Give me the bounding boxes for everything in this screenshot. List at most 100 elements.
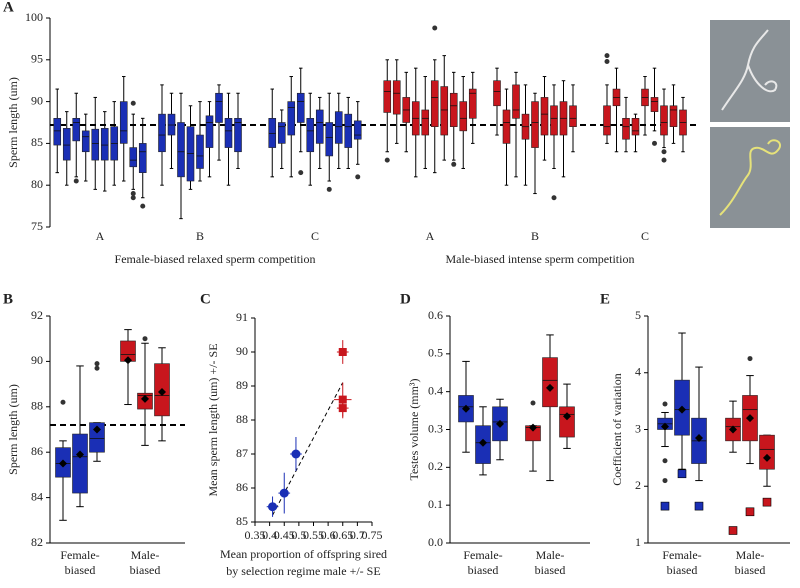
- mean-marker: [746, 414, 754, 423]
- outlier: [652, 140, 657, 146]
- mean-marker: [496, 419, 504, 428]
- y-tick-label: 5: [635, 308, 641, 322]
- x-tick-label: biased: [735, 563, 766, 577]
- micrographs: [710, 20, 790, 228]
- x-tick-label: 0.45: [274, 528, 295, 542]
- x-tick-label: 0.6: [321, 528, 336, 542]
- mean-marker: [563, 412, 571, 421]
- box: [669, 105, 678, 127]
- mean-marker: [661, 422, 669, 431]
- panel-label: B: [3, 291, 13, 307]
- outlier: [140, 203, 146, 209]
- box: [383, 80, 392, 113]
- outlier: [298, 170, 304, 176]
- y-tick-label: 2: [635, 478, 641, 492]
- group-label: A: [96, 229, 105, 243]
- point: [338, 404, 347, 413]
- box: [559, 406, 575, 438]
- box: [759, 434, 775, 470]
- y-tick-label: 0.1: [428, 497, 443, 511]
- outlier: [661, 157, 667, 163]
- panel-label: D: [400, 291, 411, 307]
- outlier: [355, 174, 361, 180]
- box: [91, 128, 100, 161]
- y-tick-label: 100: [25, 10, 43, 24]
- y-tick-label: 88: [236, 412, 248, 426]
- y-tick-label: 0.0: [428, 535, 443, 549]
- box: [72, 433, 88, 494]
- x-tick-label: biased: [667, 563, 698, 577]
- panel-label: C: [200, 291, 211, 307]
- outlier: [604, 58, 610, 64]
- box: [53, 118, 62, 146]
- box: [569, 105, 577, 127]
- box: [315, 109, 324, 144]
- box: [138, 143, 147, 173]
- box: [287, 101, 296, 136]
- box: [550, 105, 558, 136]
- box: [100, 128, 109, 161]
- panel-label: A: [3, 0, 14, 15]
- x-tick-label: 0.65: [332, 528, 353, 542]
- mean-marker: [124, 356, 132, 365]
- x-tick-label: Male-: [736, 548, 765, 562]
- y-axis-label: Sperm length (um): [6, 384, 20, 475]
- box: [177, 122, 185, 178]
- y-tick-label: 86: [236, 480, 248, 494]
- box: [81, 130, 90, 153]
- outlier: [384, 157, 390, 163]
- outlier: [662, 401, 668, 407]
- x-tick-label: Female-: [60, 548, 99, 562]
- box: [542, 357, 558, 408]
- y-tick-label: 88: [31, 399, 43, 413]
- sperm-image: [721, 29, 778, 111]
- group-title: Female-biased relaxed sperm competition: [115, 252, 316, 266]
- y-tick-label: 82: [31, 535, 43, 549]
- outlier: [530, 400, 536, 406]
- box: [353, 120, 362, 140]
- box: [493, 80, 501, 107]
- box: [72, 118, 81, 142]
- box: [224, 118, 233, 148]
- y-tick-label: 90: [236, 344, 248, 358]
- panel-label: E: [600, 291, 610, 307]
- outlier: [451, 161, 457, 167]
- mean-marker: [76, 450, 84, 459]
- outlier: [551, 195, 557, 201]
- x-tick-label: biased: [468, 563, 499, 577]
- x-tick-label: biased: [535, 563, 566, 577]
- outlier: [94, 365, 100, 371]
- y-tick-label: 90: [31, 353, 43, 367]
- box: [512, 84, 520, 119]
- outlier: [326, 186, 332, 192]
- y-tick-label: 86: [31, 444, 43, 458]
- outlier: [60, 399, 66, 405]
- y-tick-label: 91: [236, 310, 248, 324]
- box: [531, 101, 539, 148]
- y-tick-label: 0.3: [428, 421, 443, 435]
- mean-marker: [479, 438, 487, 447]
- box: [622, 118, 630, 140]
- box: [334, 111, 343, 144]
- y-tick-label: 80: [31, 177, 43, 191]
- y-tick-label: 95: [31, 52, 43, 66]
- box: [277, 122, 286, 144]
- x-tick-label: 0.35: [245, 528, 266, 542]
- y-tick-label: 85: [236, 514, 248, 528]
- y-tick-label: 85: [31, 135, 43, 149]
- outlier: [661, 149, 667, 155]
- y-tick-label: 0.5: [428, 346, 443, 360]
- x-tick-label: 0.55: [303, 528, 324, 542]
- box: [502, 109, 511, 144]
- y-tick-label: 1: [635, 535, 641, 549]
- mean-marker: [93, 425, 101, 434]
- box: [344, 113, 353, 148]
- box: [62, 128, 71, 161]
- outlier: [662, 478, 668, 484]
- box: [306, 118, 315, 153]
- y-tick-label: 0.4: [428, 383, 443, 397]
- mean-marker: [729, 425, 737, 434]
- x-tick-label: biased: [130, 563, 161, 577]
- y-tick-label: 3: [635, 421, 641, 435]
